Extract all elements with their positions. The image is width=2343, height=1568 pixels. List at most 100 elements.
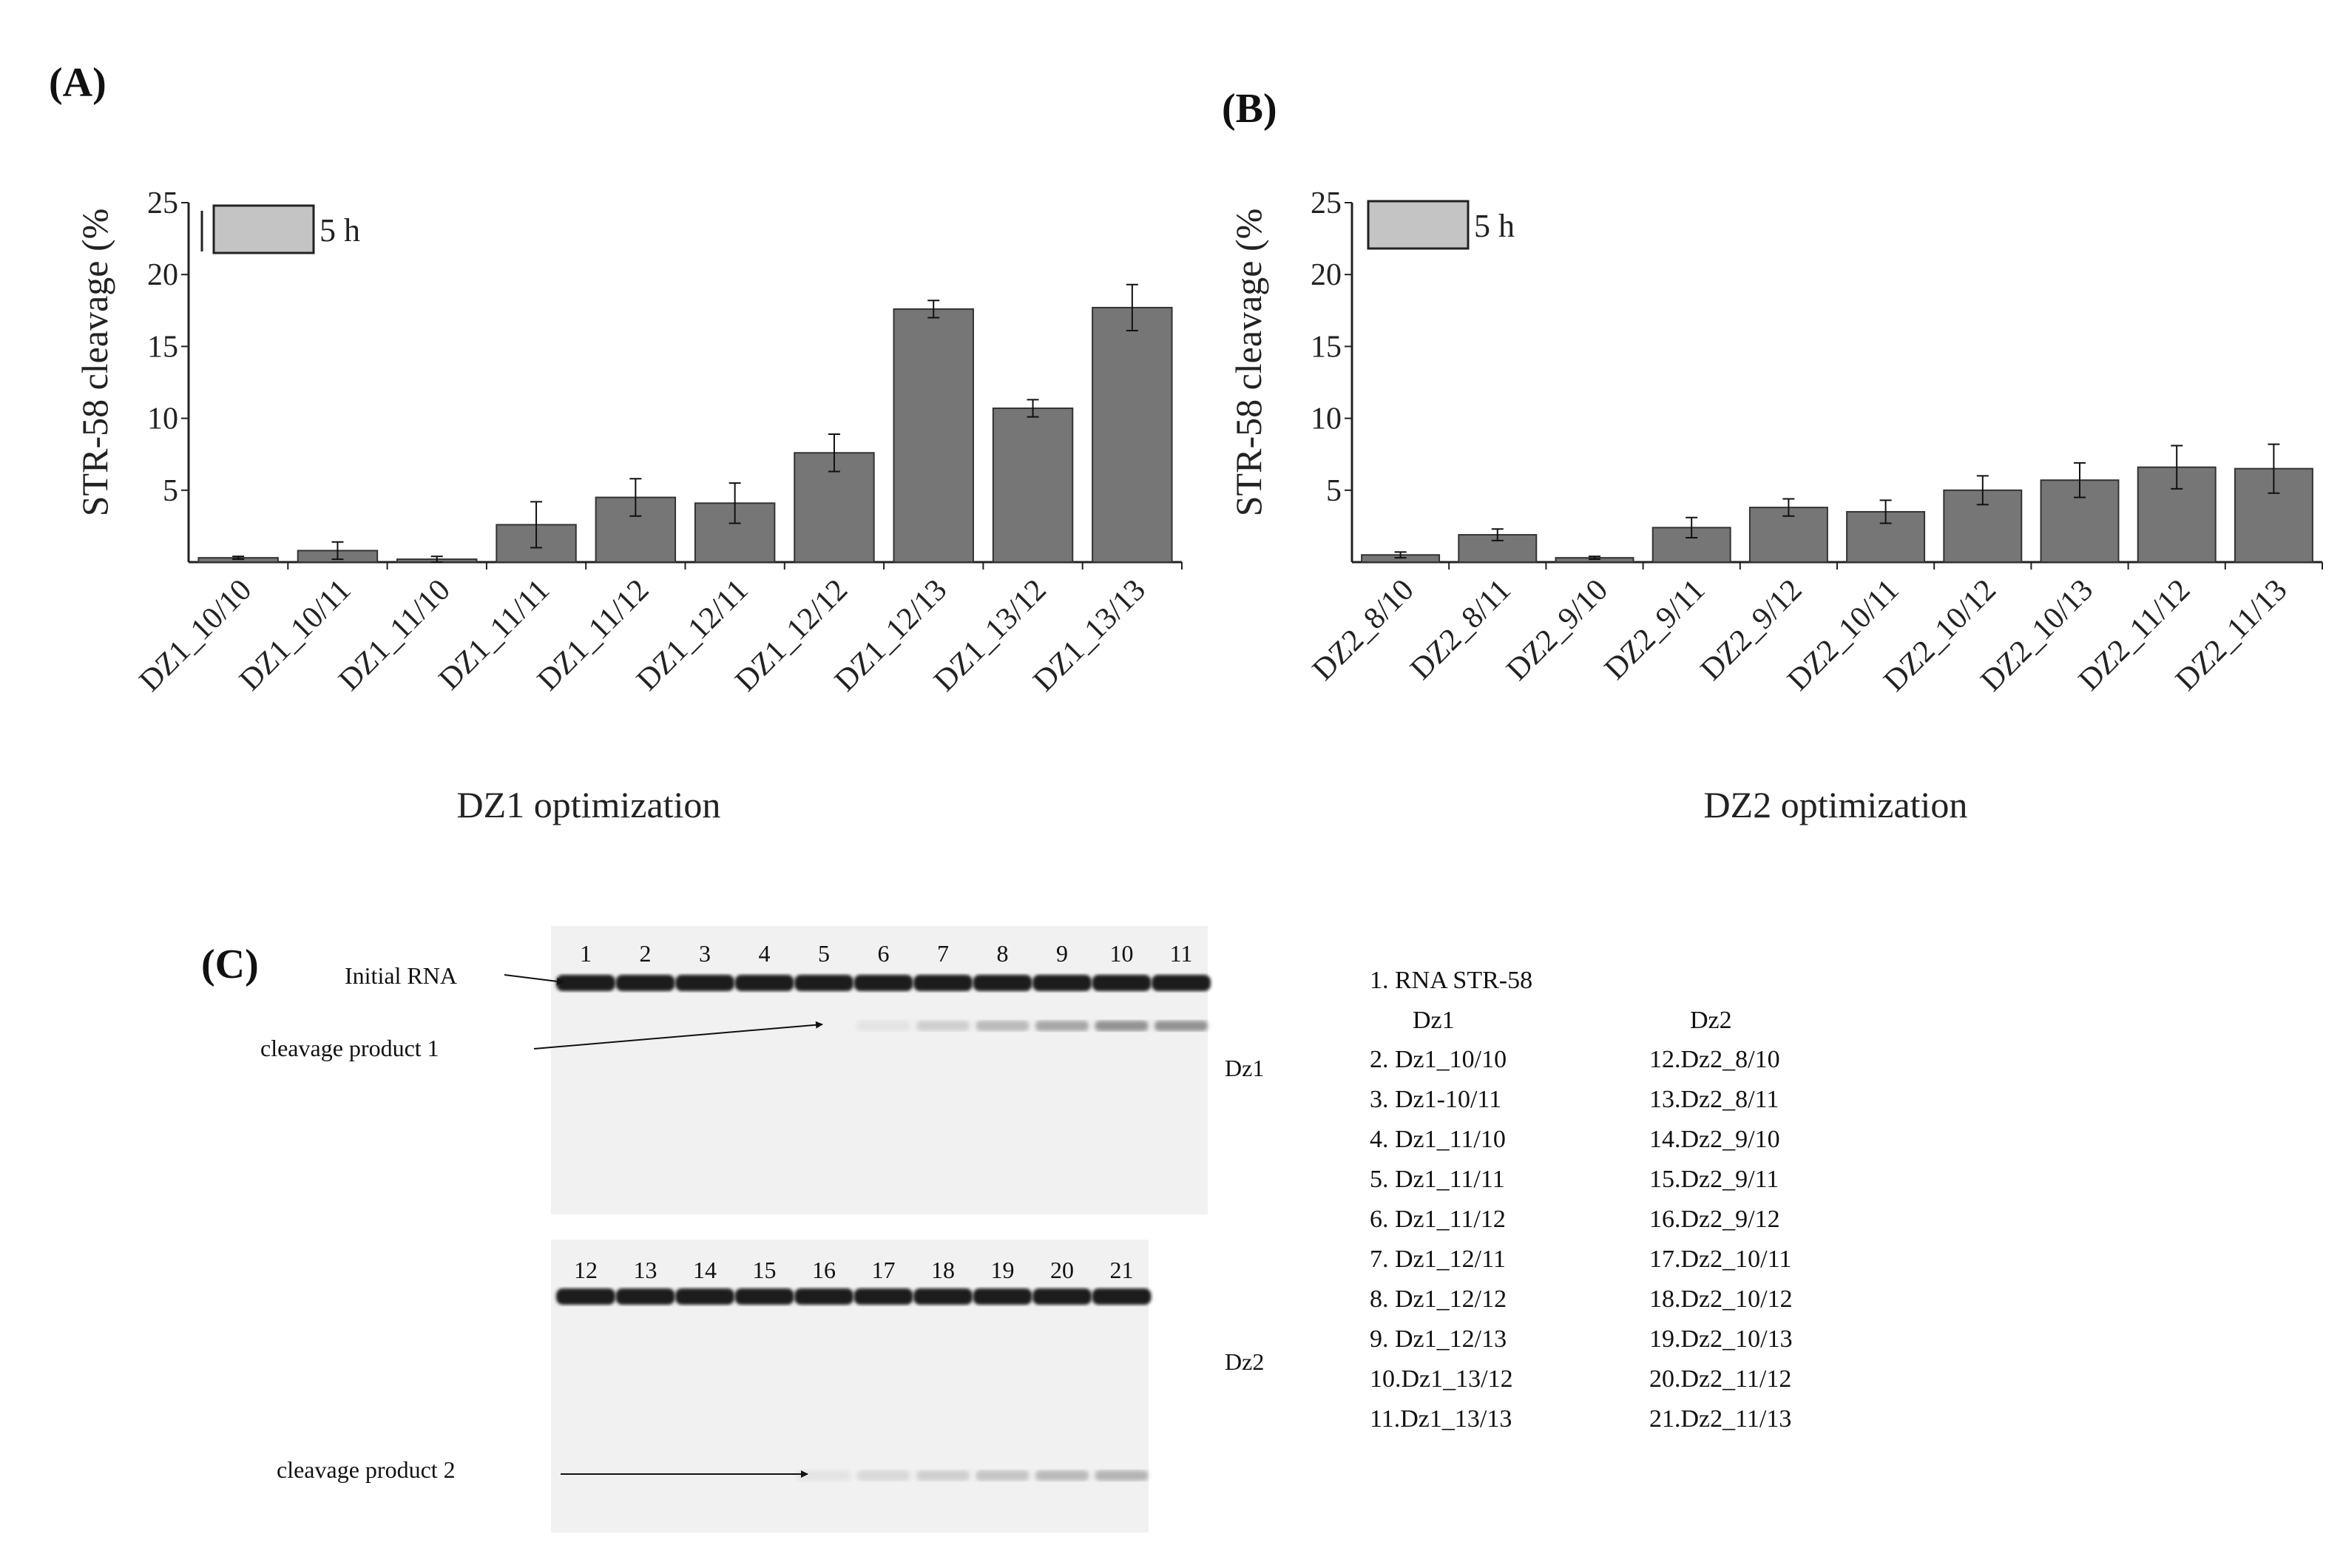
- key-item: 7. Dz1_12/11: [1370, 1246, 1506, 1273]
- key-item: 2. Dz1_10/10: [1370, 1046, 1507, 1073]
- panel-a-label: (A): [49, 60, 106, 106]
- gel-product-band: [797, 1470, 851, 1481]
- gel-product-band: [976, 1021, 1030, 1031]
- gel-bottom-image: [551, 1240, 1149, 1532]
- panel-b-y-tick-label: 10: [1311, 402, 1342, 436]
- gel-lane-number: 1: [580, 940, 592, 967]
- gel-product-band: [976, 1470, 1030, 1481]
- panel-a-y-tick-label: 20: [147, 258, 178, 292]
- cleavage-product-1-arrow: [533, 1021, 823, 1050]
- panel-a-error-bar: [629, 478, 642, 517]
- gel-product-band: [1095, 1021, 1149, 1031]
- gel-main-band: [913, 1288, 973, 1305]
- gel-main-band: [615, 1288, 675, 1305]
- panel-b-legend: 5 h: [1367, 200, 1515, 250]
- panel-b-y-tick-label: 5: [1326, 474, 1342, 508]
- gel-main-band: [615, 975, 675, 991]
- panel-a-legend-swatch: [212, 204, 315, 254]
- key-item: 10.Dz1_13/12: [1370, 1365, 1513, 1393]
- gel-lane-number: 3: [699, 940, 711, 967]
- panel-b-category-label: DZ2_8/11: [1404, 573, 1518, 687]
- panel-b-error-bar: [1879, 499, 1892, 524]
- panel-a-y-tick-label: 10: [147, 402, 178, 436]
- lane-key: 1. RNA STR-58 Dz1 Dz2 2. Dz1_10/10 3. Dz1…: [1370, 967, 1793, 1433]
- panel-b-x-axis-title: DZ2 optimization: [1704, 784, 1968, 825]
- key-item: 6. Dz1_11/12: [1370, 1206, 1506, 1233]
- panel-b-error-bar: [1589, 555, 1600, 561]
- gel-main-band: [973, 1288, 1032, 1305]
- key-item: 21.Dz2_11/13: [1649, 1405, 1791, 1433]
- gel-main-band: [556, 975, 615, 991]
- panel-b-category-label: DZ2_8/10: [1306, 573, 1421, 688]
- key-header-dz2: Dz2: [1690, 1007, 1732, 1034]
- key-item: 4. Dz1_11/10: [1370, 1126, 1506, 1153]
- panel-b-bar: [2234, 467, 2313, 564]
- gel-main-band: [675, 1288, 734, 1305]
- gel-lane-number: 19: [991, 1257, 1015, 1283]
- gel-main-band: [556, 1288, 615, 1305]
- panel-b-y-tick-label: 25: [1311, 186, 1342, 220]
- panel-b-bar: [2040, 479, 2120, 564]
- key-item: 13.Dz2_8/11: [1649, 1086, 1779, 1113]
- panel-a-y-axis-title: STR-58 cleavage (%: [74, 209, 115, 517]
- gel-lane-number: 14: [693, 1257, 717, 1283]
- gel-main-band: [734, 1288, 794, 1305]
- panel-a-bar: [794, 452, 875, 563]
- panel-a-x-axis-title: DZ1 optimization: [457, 784, 721, 825]
- gel-dz1-label: Dz1: [1225, 1055, 1264, 1081]
- initial-rna-label: Initial RNA: [345, 962, 457, 989]
- key-header-dz1: Dz1: [1413, 1007, 1455, 1034]
- panel-b-y-axis-title: STR-58 cleavage (%: [1228, 209, 1269, 517]
- gel-main-band: [794, 1288, 853, 1305]
- initial-rna-arrow: [504, 974, 564, 985]
- gel-product-band: [1035, 1470, 1089, 1481]
- gel-main-band: [1092, 1288, 1152, 1305]
- panel-a-error-bar: [430, 555, 443, 563]
- gel-product-band: [856, 1021, 910, 1031]
- gel-lane-number: 4: [759, 940, 771, 967]
- panel-b-error-bar: [1976, 475, 1989, 506]
- gel-lane-number: 16: [812, 1257, 836, 1283]
- panel-b-category-label: DZ2_9/10: [1500, 573, 1615, 688]
- gel-main-band: [794, 975, 853, 991]
- gel-lane-number: 10: [1110, 940, 1134, 967]
- panel-b-error-bar: [2268, 443, 2280, 494]
- gel-lane-number: 12: [574, 1257, 598, 1283]
- key-item: 8. Dz1_12/12: [1370, 1285, 1507, 1313]
- key-item: 9. Dz1_12/13: [1370, 1325, 1507, 1353]
- key-item: 18.Dz2_10/12: [1649, 1285, 1793, 1313]
- gel-main-band: [1032, 975, 1092, 991]
- panel-a-error-bar: [728, 482, 741, 524]
- gel-lane-number: 7: [937, 940, 949, 967]
- gel-lane-number: 15: [753, 1257, 777, 1283]
- gel-main-band: [913, 975, 973, 991]
- panel-c-label: (C): [201, 942, 259, 987]
- gel-product-band: [916, 1021, 970, 1031]
- panel-a-y-tick-label: 5: [163, 474, 178, 508]
- gel-lane-number: 6: [878, 940, 890, 967]
- key-item: 3. Dz1-10/11: [1370, 1086, 1501, 1113]
- gel-main-band: [1152, 975, 1211, 991]
- gel-lane-number: 20: [1050, 1257, 1074, 1283]
- gel-lane-number: 13: [634, 1257, 657, 1283]
- panel-b-y-tick-label: 20: [1311, 258, 1342, 292]
- key-item: 15.Dz2_9/11: [1649, 1166, 1779, 1193]
- gel-main-band: [1032, 1288, 1092, 1305]
- panel-a-y-tick-label: 15: [147, 330, 178, 364]
- panel-a-legend: 5 h: [200, 204, 360, 254]
- panel-a-error-bar: [530, 501, 543, 549]
- gel-lane-number: 21: [1110, 1257, 1134, 1283]
- key-item: 16.Dz2_9/12: [1649, 1206, 1780, 1233]
- gel-lane-number: 9: [1056, 940, 1068, 967]
- key-item: 17.Dz2_10/11: [1649, 1246, 1791, 1273]
- panel-a-bar: [992, 407, 1074, 563]
- key-item: 5. Dz1_11/11: [1370, 1166, 1505, 1193]
- panel-a-error-bar: [331, 541, 344, 561]
- gel-lane-number: 2: [640, 940, 652, 967]
- key-item: 11.Dz1_13/13: [1370, 1405, 1512, 1433]
- cleavage-product-2-label: cleavage product 2: [277, 1456, 456, 1483]
- cleavage-product-1-label: cleavage product 1: [260, 1035, 439, 1061]
- key-item-1: 1. RNA STR-58: [1370, 967, 1532, 994]
- panel-b-legend-swatch: [1367, 200, 1470, 250]
- gel-main-band: [734, 975, 794, 991]
